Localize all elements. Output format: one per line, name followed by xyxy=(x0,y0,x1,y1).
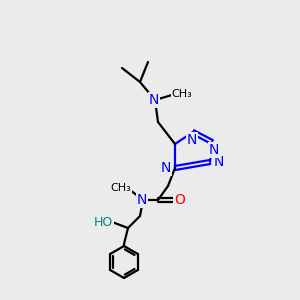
Text: N: N xyxy=(149,93,159,107)
Text: HO: HO xyxy=(93,215,112,229)
Text: CH₃: CH₃ xyxy=(111,183,131,193)
Text: N: N xyxy=(214,155,224,169)
Text: N: N xyxy=(161,161,171,175)
Text: CH₃: CH₃ xyxy=(172,89,192,99)
Text: N: N xyxy=(209,143,219,157)
Text: O: O xyxy=(175,193,185,207)
Text: N: N xyxy=(137,193,147,207)
Text: N: N xyxy=(187,133,197,147)
